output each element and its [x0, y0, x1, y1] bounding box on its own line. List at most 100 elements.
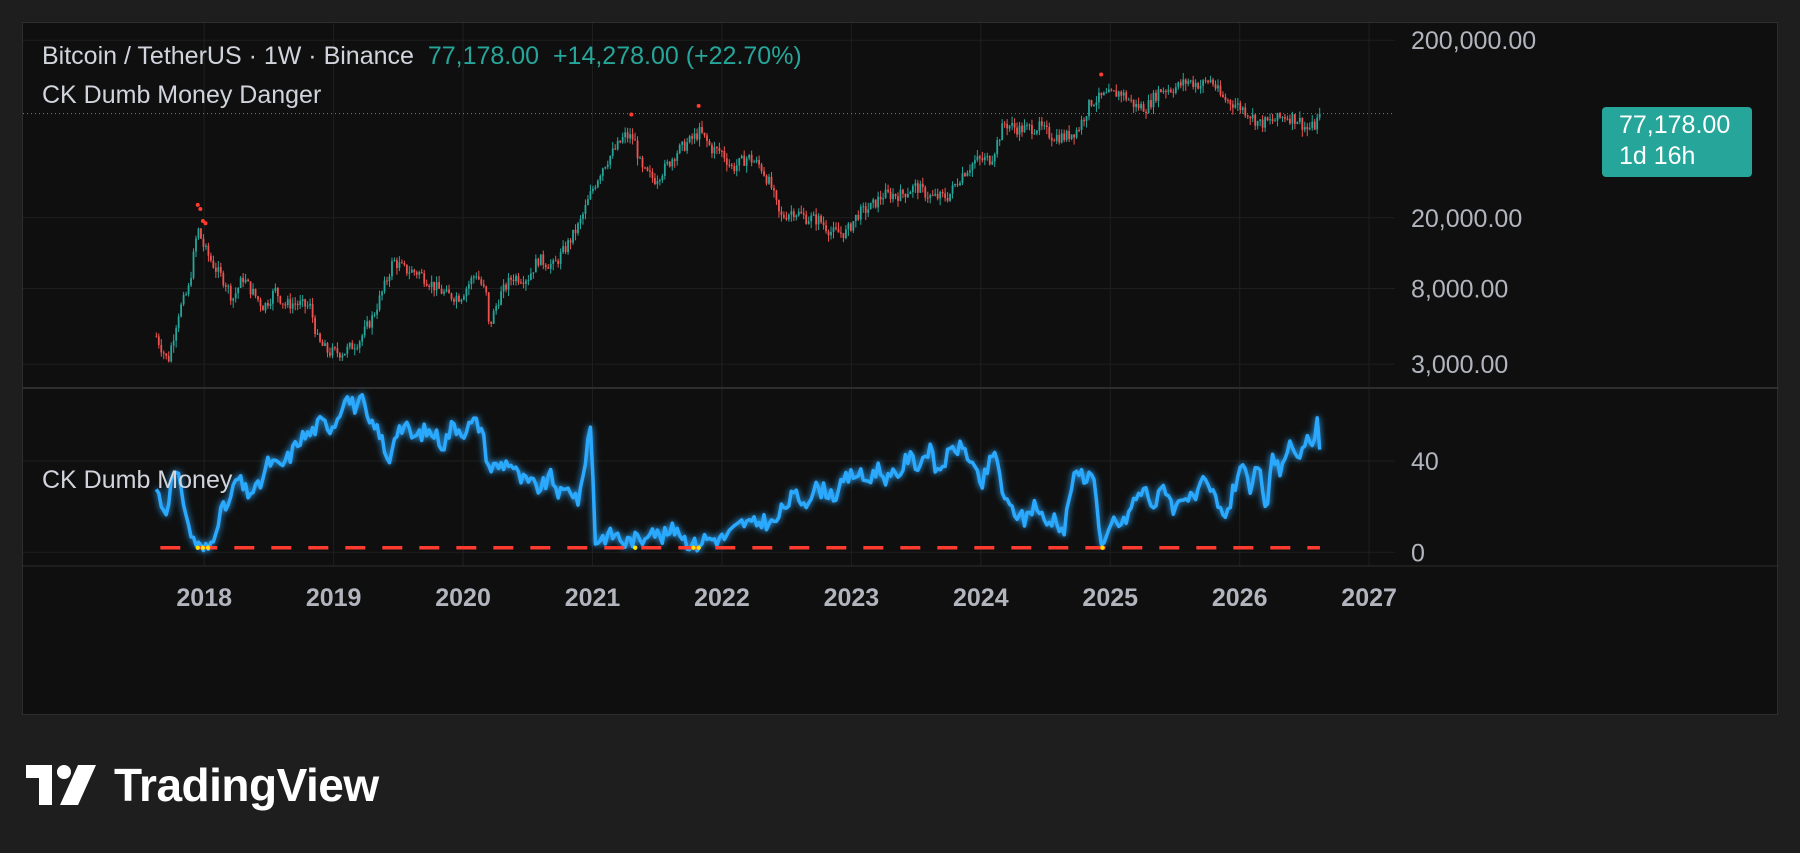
candle-body	[559, 252, 562, 264]
candle-body	[351, 342, 354, 350]
candle-body	[964, 173, 966, 177]
candle-body	[1298, 117, 1301, 122]
candle-body	[599, 176, 602, 181]
candle-body	[864, 206, 867, 213]
candle-body	[634, 139, 636, 141]
candle-body	[383, 280, 386, 292]
candle-body	[1107, 89, 1110, 93]
candle-body	[353, 348, 356, 350]
candle-body	[1001, 123, 1004, 141]
candle-body	[480, 279, 483, 285]
candle-body	[976, 156, 979, 161]
candle-body	[730, 164, 733, 166]
candle-body	[311, 303, 314, 318]
time-axis-label: 2026	[1212, 584, 1268, 612]
candle-body	[155, 336, 158, 338]
danger-indicator-label[interactable]: CK Dumb Money Danger	[42, 81, 322, 109]
candle-body	[1224, 97, 1227, 101]
candle-body	[1142, 104, 1145, 112]
candle-body	[1016, 127, 1018, 135]
candle-body	[567, 240, 569, 253]
candle-body	[966, 172, 969, 177]
candle-body	[954, 184, 956, 186]
candle-body	[577, 223, 579, 234]
candle-body	[678, 144, 681, 154]
candle-body	[835, 227, 837, 229]
candle-body	[889, 191, 892, 200]
candle-body	[1075, 129, 1078, 138]
oscillator-label[interactable]: CK Dumb Money	[42, 466, 233, 494]
candle-body	[832, 227, 835, 232]
candle-body	[537, 258, 540, 266]
candle-body	[735, 165, 738, 171]
candle-body	[1164, 90, 1167, 92]
candle-body	[862, 206, 865, 208]
candle-body	[703, 132, 706, 136]
candle-body	[1169, 89, 1172, 92]
candle-body	[981, 158, 984, 161]
candle-body	[815, 214, 818, 225]
osc-axis-label: 40	[1411, 448, 1439, 476]
candle-body	[274, 287, 277, 292]
candle-body	[1122, 92, 1125, 96]
candle-body	[1110, 89, 1113, 91]
candle-body	[257, 296, 259, 300]
candle-body	[1311, 121, 1314, 128]
candle-body	[1182, 79, 1185, 86]
candle-body	[1289, 118, 1291, 124]
candle-body	[993, 153, 996, 162]
candle-body	[180, 304, 183, 317]
candle-body	[1189, 80, 1192, 82]
chart-canvas[interactable]: 200,000.00 20,000.00 8,000.00 3,000.00 40 0 20…	[23, 23, 1779, 716]
candle-body	[1209, 79, 1212, 83]
candle-body	[589, 191, 592, 200]
candle-body	[805, 214, 808, 224]
candle-body	[239, 277, 242, 288]
candle-body	[961, 173, 964, 184]
candle-body	[773, 188, 775, 191]
candle-body	[1239, 103, 1242, 111]
candle-body	[1080, 119, 1083, 130]
candle-body	[673, 159, 676, 161]
candle-body	[1187, 81, 1190, 84]
candle-body	[1217, 85, 1219, 89]
candle-body	[192, 251, 195, 279]
candle-body	[321, 341, 324, 346]
candle-body	[1006, 123, 1009, 129]
candle-body	[415, 272, 418, 275]
candle-body	[988, 156, 991, 165]
price-axis-label: 3,000.00	[1411, 351, 1508, 379]
tradingview-watermark[interactable]: TradingView	[26, 759, 379, 811]
chart-frame[interactable]: 200,000.00 20,000.00 8,000.00 3,000.00 40 0 20…	[22, 22, 1779, 716]
candle-body	[1050, 137, 1053, 141]
candle-body	[1316, 117, 1319, 130]
candle-body	[606, 164, 609, 167]
candle-body	[998, 140, 1001, 142]
candle-body	[1098, 92, 1100, 103]
time-axis-label: 2025	[1082, 584, 1138, 612]
candle-body	[1276, 113, 1279, 121]
candle-body	[182, 294, 185, 305]
candle-body	[624, 132, 627, 138]
candle-body	[1214, 84, 1217, 89]
candle-body	[1261, 119, 1264, 128]
candle-body	[229, 285, 232, 301]
candle-body	[978, 156, 981, 159]
candle-body	[267, 302, 269, 306]
candle-body	[1095, 102, 1098, 105]
candle-body	[740, 155, 743, 159]
candle-body	[782, 214, 785, 218]
time-axis-label: 2024	[953, 584, 1009, 612]
candle-body	[497, 304, 500, 307]
candle-body	[1162, 90, 1165, 93]
candle-body	[934, 193, 937, 196]
candle-body	[1065, 131, 1068, 140]
candle-body	[1147, 100, 1150, 114]
candle-body	[505, 284, 507, 290]
candle-body	[1231, 104, 1234, 108]
candle-body	[458, 295, 460, 302]
candle-body	[579, 218, 582, 224]
candle-body	[549, 263, 552, 269]
candle-body	[160, 344, 163, 353]
candle-body	[651, 171, 654, 179]
